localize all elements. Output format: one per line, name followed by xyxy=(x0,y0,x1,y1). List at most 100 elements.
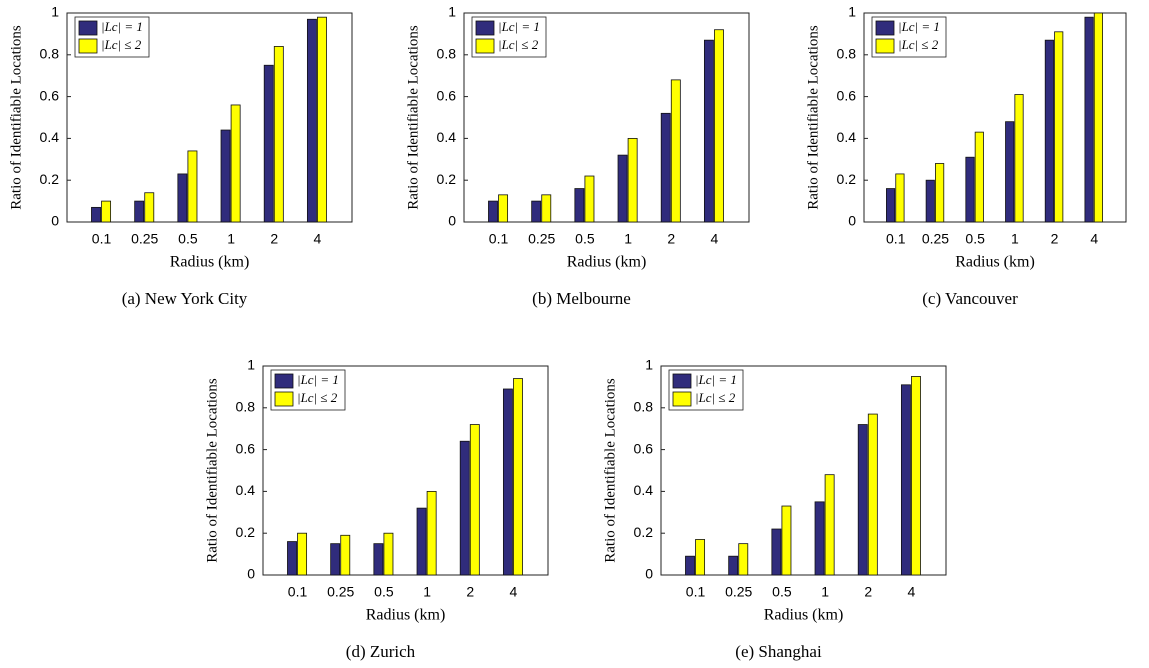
bar xyxy=(273,46,284,223)
x-tick-label: 2 xyxy=(667,231,675,247)
bar xyxy=(584,175,595,223)
x-tick-label: 0.25 xyxy=(725,584,752,600)
x-tick-label: 1 xyxy=(1011,231,1019,247)
y-tick-label: 0.4 xyxy=(837,129,857,145)
chart: 0 0.2 0.4 0.6 0.8 1 0.1 0.25 0.5 1 2 4 Radius (km) Ra… xyxy=(204,357,549,661)
bar xyxy=(685,555,695,576)
bar xyxy=(513,378,523,576)
legend-swatch xyxy=(475,38,495,54)
bar xyxy=(469,424,480,576)
bar xyxy=(814,501,825,576)
bar xyxy=(728,555,739,576)
y-tick-label: 0.6 xyxy=(437,87,457,103)
bar xyxy=(1014,94,1024,223)
bar xyxy=(925,179,935,223)
legend-swatch xyxy=(875,38,895,54)
chart: 0 0.2 0.4 0.6 0.8 1 0.1 0.25 0.5 1 2 4 Radius (km) Ra… xyxy=(602,357,947,661)
y-axis-label: Ratio of Identifiable Locations xyxy=(405,25,421,210)
x-tick-label: 0.5 xyxy=(374,584,394,600)
x-tick-label: 0.25 xyxy=(528,231,555,247)
bar xyxy=(416,507,427,576)
x-tick-label: 2 xyxy=(864,584,872,600)
legend-label: |Lc| = 1 xyxy=(695,372,737,387)
bar xyxy=(1005,121,1015,223)
bar xyxy=(306,18,317,223)
bar xyxy=(317,16,327,223)
bar xyxy=(867,413,878,576)
bar xyxy=(220,129,231,223)
bar xyxy=(738,543,749,576)
y-tick-label: 1 xyxy=(848,4,856,20)
bar xyxy=(895,173,905,223)
y-tick-label: 0 xyxy=(51,213,59,229)
bar xyxy=(541,194,552,223)
y-tick-label: 0.2 xyxy=(40,171,60,187)
bar xyxy=(965,156,975,223)
y-tick-label: 0.6 xyxy=(236,440,256,456)
y-tick-label: 0.4 xyxy=(236,482,256,498)
x-axis-label: Radius (km) xyxy=(567,254,647,271)
legend-label: |Lc| = 1 xyxy=(297,372,339,387)
bar xyxy=(695,539,706,576)
caption: (e) Shanghai xyxy=(735,642,822,661)
x-tick-label: 1 xyxy=(227,231,235,247)
bar xyxy=(886,188,896,223)
legend-label: |Lc| = 1 xyxy=(498,19,540,34)
x-tick-label: 0.1 xyxy=(288,584,308,600)
legend-swatch xyxy=(672,391,692,407)
y-tick-label: 0 xyxy=(448,213,456,229)
bar xyxy=(900,384,911,576)
legend-label: |Lc| ≤ 2 xyxy=(101,37,142,52)
x-tick-label: 0.1 xyxy=(686,584,706,600)
legend-swatch xyxy=(274,373,294,389)
bar xyxy=(230,104,241,223)
bar xyxy=(935,163,945,223)
y-tick-label: 0.2 xyxy=(837,171,857,187)
bar xyxy=(144,192,155,223)
bar xyxy=(101,200,112,223)
bar xyxy=(498,194,509,223)
legend-swatch xyxy=(78,20,98,36)
x-axis-label: Radius (km) xyxy=(366,607,446,624)
x-tick-label: 0.25 xyxy=(327,584,354,600)
x-tick-label: 0.5 xyxy=(965,231,985,247)
bar xyxy=(340,534,351,576)
x-tick-label: 1 xyxy=(423,584,431,600)
bar xyxy=(670,79,681,223)
x-tick-label: 0.1 xyxy=(489,231,509,247)
x-tick-label: 1 xyxy=(624,231,632,247)
y-tick-label: 0.6 xyxy=(634,440,654,456)
bar xyxy=(134,200,145,223)
x-tick-label: 2 xyxy=(1051,231,1059,247)
y-tick-label: 0.2 xyxy=(634,524,654,540)
y-tick-label: 0.4 xyxy=(634,482,654,498)
y-tick-label: 0 xyxy=(247,566,255,582)
x-tick-label: 0.5 xyxy=(178,231,198,247)
y-tick-label: 1 xyxy=(247,357,255,373)
bar xyxy=(502,388,513,576)
chart: 0 0.2 0.4 0.6 0.8 1 0.1 0.25 0.5 1 2 4 Radius (km) Ra… xyxy=(405,4,750,308)
legend-label: |Lc| ≤ 2 xyxy=(297,390,338,405)
x-tick-label: 0.25 xyxy=(131,231,158,247)
bar xyxy=(1044,39,1054,223)
bar xyxy=(627,137,638,223)
bar xyxy=(617,154,628,223)
x-tick-label: 0.25 xyxy=(922,231,949,247)
y-tick-label: 1 xyxy=(51,4,59,20)
y-tick-label: 0.8 xyxy=(437,46,457,62)
bar xyxy=(426,490,437,576)
legend-swatch xyxy=(274,391,294,407)
legend-label: |Lc| = 1 xyxy=(898,19,940,34)
legend-swatch xyxy=(672,373,692,389)
y-tick-label: 0 xyxy=(848,213,856,229)
x-tick-label: 4 xyxy=(314,231,322,247)
y-tick-label: 0.8 xyxy=(40,46,60,62)
x-tick-label: 4 xyxy=(908,584,916,600)
bar xyxy=(1084,16,1094,223)
caption: (a) New York City xyxy=(122,289,248,308)
x-tick-label: 0.5 xyxy=(772,584,792,600)
y-tick-label: 1 xyxy=(448,4,456,20)
y-tick-label: 0.8 xyxy=(634,399,654,415)
x-tick-label: 1 xyxy=(821,584,829,600)
